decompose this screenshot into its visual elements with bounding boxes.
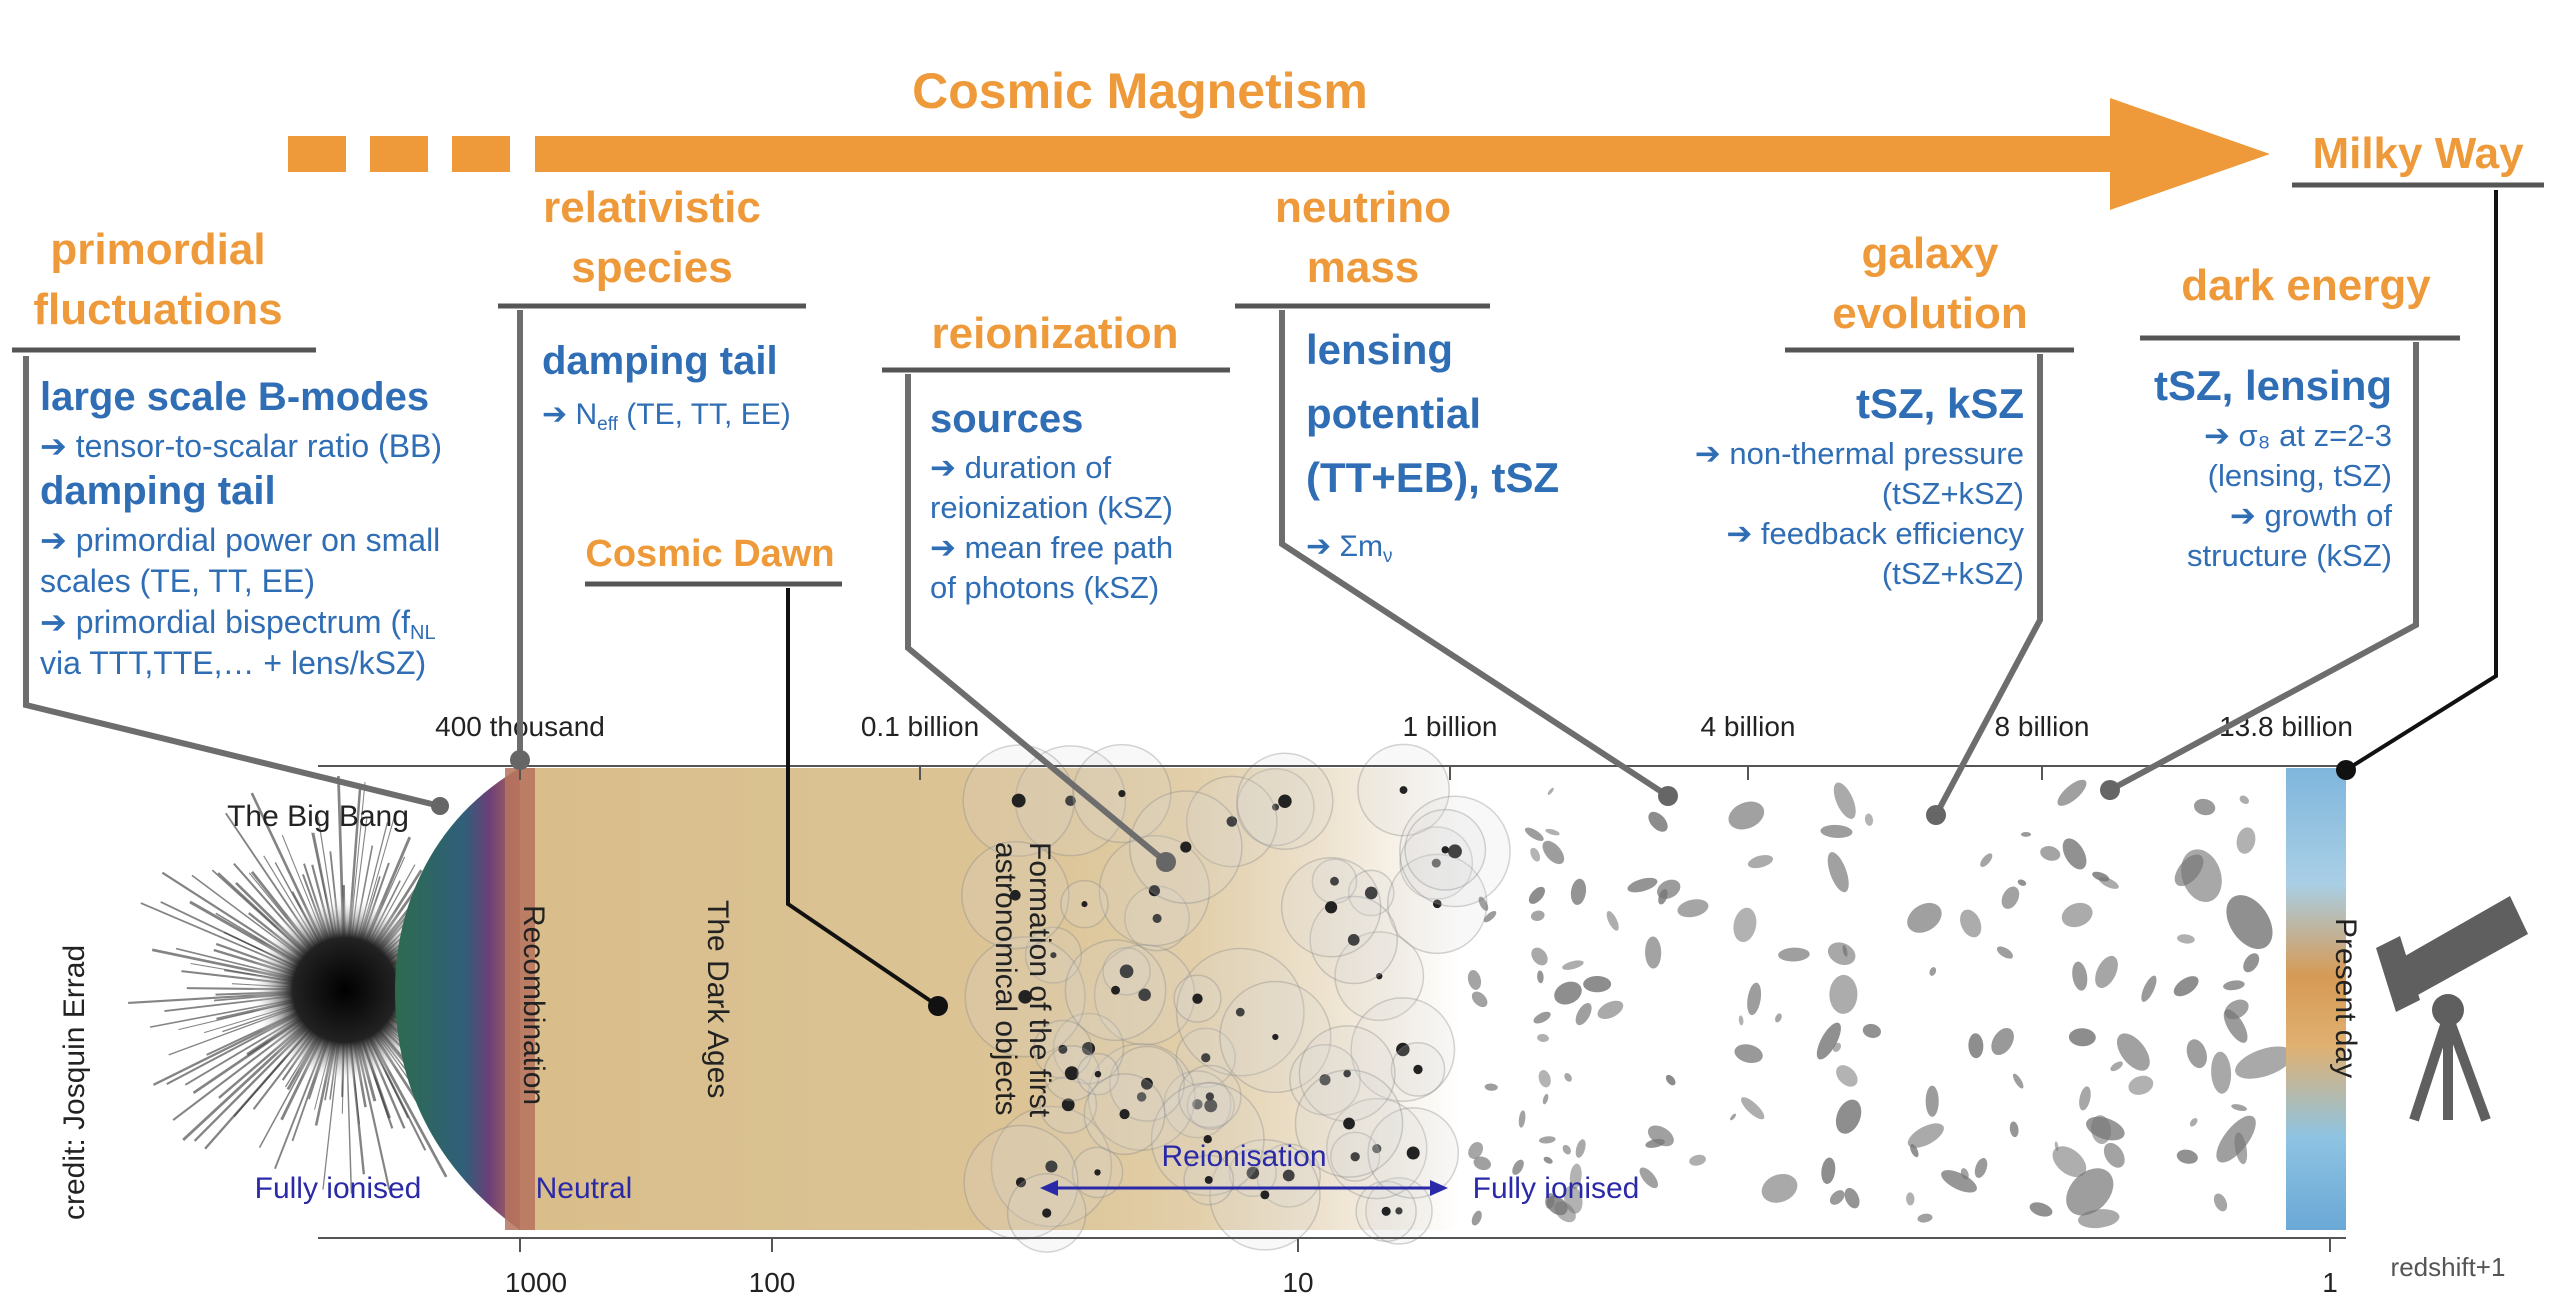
neutrino-line: (TT+EB), tSZ [1306,454,1559,501]
block-relativistic: damping tail ➔ Neff (TE, TT, EE) [542,339,791,435]
leader-lines [23,190,2498,1016]
neutrino-line: ➔ Σmν [1306,530,1393,567]
darkenergy-line: ➔ growth of [2230,498,2392,533]
reionisation-arrow [1040,1180,1448,1196]
telescope-icon [2376,896,2528,1122]
milky-way-label: Milky Way [2312,129,2524,178]
heading-neutrino: neutrino mass [1235,183,1490,309]
svg-text:dark energy: dark energy [2181,261,2431,310]
heading-primordial: primordial fluctuations [12,225,316,353]
svg-text:reionization: reionization [932,309,1179,358]
block-primordial: large scale B-modes ➔ tensor-to-scalar ra… [40,375,442,681]
time-tick-label: 8 billion [1995,711,2090,742]
cmb-surface [395,768,520,1230]
reionization-line: reionization (kSZ) [930,490,1173,525]
reionization-line: sources [930,397,1083,441]
heading-relativistic: relativistic species [498,183,806,309]
leader-galaxy [1933,354,2043,817]
dark-ages-label: The Dark Ages [701,900,734,1098]
relativistic-line: ➔ Neff (TE, TT, EE) [542,398,791,435]
leader-milky-way [2344,190,2498,772]
redshift-tick-label: 1 [2322,1267,2338,1298]
svg-text:neutrino: neutrino [1275,183,1451,232]
darkenergy-line: (lensing, tSZ) [2208,458,2392,493]
primordial-line: ➔ tensor-to-scalar ratio (BB) [40,428,442,464]
block-reionization: sources ➔ duration of reionization (kSZ) ➔ … [930,397,1173,605]
svg-text:galaxy: galaxy [1862,229,2000,278]
svg-text:relativistic: relativistic [543,183,761,232]
present-day-label: Present day [2329,918,2362,1078]
neutral-label: Neutral [536,1172,633,1205]
galaxy-line: (tSZ+kSZ) [1882,476,2024,511]
formation-label-line2: astronomical objects [989,842,1022,1115]
galaxy-line: (tSZ+kSZ) [1882,556,2024,591]
neutrino-line: lensing [1306,326,1453,373]
reionization-line: ➔ mean free path [930,530,1173,565]
darkenergy-line: ➔ σ₈ at z=2-3 [2204,418,2392,453]
figure-title: Cosmic Magnetism [912,63,1368,119]
svg-text:mass: mass [1307,243,1420,292]
svg-text:fluctuations: fluctuations [33,285,282,334]
formation-label-line1: Formation of the first [1023,842,1056,1118]
neutrino-line: potential [1306,390,1481,437]
leader-reionization [905,374,1168,865]
primordial-line: ➔ primordial power on small [40,522,440,558]
primordial-line: ➔ primordial bispectrum (fNL [40,604,436,644]
leader-darkenergy [2108,342,2419,793]
svg-text:species: species [571,243,732,292]
primordial-line: large scale B-modes [40,375,429,419]
galaxy-line: tSZ, kSZ [1856,380,2024,427]
reionisation-label: Reionisation [1161,1140,1326,1173]
leader-cosmic-dawn [786,588,940,1008]
arrow-dash-2 [370,136,428,172]
arrow-dash-3 [452,136,510,172]
darkenergy-line: tSZ, lensing [2154,362,2392,409]
recombination-label: Recombination [517,905,550,1105]
redshift-axis-label: redshift+1 [2391,1252,2506,1282]
arrow-head [2110,98,2270,210]
reionization-line: of photons (kSZ) [930,570,1159,605]
primordial-line: via TTT,TTE,… + lens/kSZ) [40,645,426,681]
present-day-strip [2286,768,2346,1230]
block-galaxy: tSZ, kSZ ➔ non-thermal pressure (tSZ+kSZ) ➔… [1695,380,2025,591]
big-bang-label: The Big Bang [227,800,409,833]
redshift-tick-label: 10 [1282,1267,1313,1298]
structure-formation-region [961,743,2294,1253]
heading-galaxy: galaxy evolution [1785,229,2074,353]
primordial-line: damping tail [40,469,276,513]
leader-neutrino [1279,310,1670,799]
arrow-dash-1 [288,136,346,172]
block-neutrino: lensing potential (TT+EB), tSZ ➔ Σmν [1306,326,1559,567]
cosmic-dawn-label: Cosmic Dawn [585,533,834,575]
time-tick-label: 1 billion [1403,711,1498,742]
relativistic-line: damping tail [542,339,778,383]
galaxy-line: ➔ non-thermal pressure [1695,436,2024,471]
block-darkenergy: tSZ, lensing ➔ σ₈ at z=2-3 (lensing, tSZ) ➔… [2154,362,2392,573]
svg-text:evolution: evolution [1832,289,2028,338]
redshift-tick-label: 1000 [505,1267,567,1298]
heading-darkenergy: dark energy [2140,261,2460,341]
galaxy-line: ➔ feedback efficiency [1726,516,2024,551]
primordial-line: scales (TE, TT, EE) [40,563,315,599]
heading-reionization: reionization [882,309,1230,373]
cosmic-magnetism-arrow [288,98,2270,210]
dark-ages-band [520,768,1460,1230]
darkenergy-line: structure (kSZ) [2187,538,2392,573]
time-axis: 400 thousand 0.1 billion 1 billion 4 bil… [435,711,2353,780]
recombination-band [505,768,535,1230]
time-tick-label: 13.8 billion [2219,711,2353,742]
redshift-tick-label: 100 [749,1267,796,1298]
redshift-axis: 1000 100 10 1 redshift+1 [505,1238,2506,1298]
fully-ionised-left-label: Fully ionised [255,1172,422,1205]
fully-ionised-right-label: Fully ionised [1473,1172,1640,1205]
leader-primordial [23,356,441,809]
credit-label: credit: Josquin Errad [58,945,91,1220]
arrow-shaft [535,136,2115,172]
timeline-panel [128,743,2346,1253]
time-tick-label: 4 billion [1701,711,1796,742]
time-tick-label: 0.1 billion [861,711,979,742]
reionization-line: ➔ duration of [930,450,1111,485]
svg-text:primordial: primordial [50,225,265,274]
